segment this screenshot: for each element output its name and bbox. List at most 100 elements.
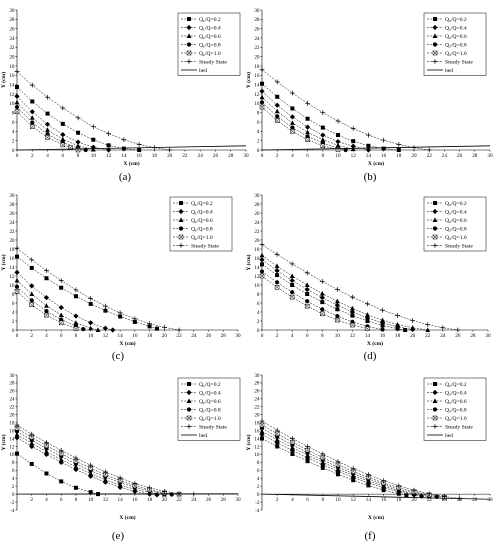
data-point <box>349 309 355 315</box>
data-point <box>30 99 35 104</box>
y-tick-label: 10 <box>254 101 260 107</box>
x-tick-label: 22 <box>425 333 431 339</box>
x-tick-label: 30 <box>487 153 493 159</box>
data-point <box>419 493 425 499</box>
data-point <box>274 102 280 108</box>
data-point <box>380 327 385 332</box>
data-point <box>304 303 310 309</box>
data-point <box>103 469 108 475</box>
data-point <box>334 302 340 308</box>
legend-marker <box>187 382 191 386</box>
y-tick-label: -2 <box>10 500 15 506</box>
legend-label: Q₀/Q=0.4 <box>445 390 467 396</box>
y-tick-label: 30 <box>254 8 260 14</box>
data-point <box>117 310 123 316</box>
y-tick-label: 26 <box>254 211 260 217</box>
legend-marker <box>432 208 438 215</box>
data-point <box>290 290 295 295</box>
x-tick-label: 8 <box>75 497 78 503</box>
y-tick-label: 24 <box>9 220 15 226</box>
series-line <box>261 91 369 151</box>
legend-marker <box>187 17 191 21</box>
series-diamond <box>14 269 116 333</box>
data-point <box>381 478 386 484</box>
x-tick-label: 4 <box>291 333 294 339</box>
data-point <box>45 135 50 140</box>
data-point <box>30 120 35 125</box>
x-tick-label: 10 <box>88 497 94 503</box>
series-line <box>261 420 460 499</box>
y-tick-label: 6 <box>12 468 15 474</box>
data-point <box>289 277 295 284</box>
y-tick-label: 6 <box>257 468 260 474</box>
data-point <box>121 137 127 143</box>
data-point <box>73 313 79 319</box>
data-point <box>88 470 94 476</box>
data-point <box>88 462 94 468</box>
x-tick-label: 16 <box>137 153 143 159</box>
data-point <box>410 318 416 323</box>
legend: Q₀/Q=0.2 Q₀/Q=0.4 Q₀/Q=0.6 Q₀/Q=0.8 Q₀/Q=1.0… <box>177 12 241 76</box>
x-tick-label: 30 <box>235 497 241 503</box>
x-tick-label: 12 <box>103 497 109 503</box>
series-plus <box>14 245 182 333</box>
data-point <box>103 303 108 309</box>
y-tick-label: 6 <box>257 301 260 307</box>
data-point <box>403 328 408 332</box>
data-point <box>14 69 20 74</box>
data-point <box>14 245 20 251</box>
data-point <box>59 285 64 290</box>
data-point <box>259 273 265 279</box>
y-tick-label: 16 <box>9 73 15 79</box>
data-point <box>58 459 64 465</box>
legend-marker <box>432 59 438 64</box>
x-tick-label: 16 <box>381 153 387 159</box>
data-point <box>336 472 340 477</box>
x-tick-label: 28 <box>221 497 227 503</box>
data-point <box>289 447 295 454</box>
y-tick-label: 4 <box>257 129 260 135</box>
series-line <box>16 256 158 329</box>
data-point <box>274 108 280 114</box>
y-axis-title: Y (cm) <box>245 72 252 88</box>
y-tick-label: 24 <box>9 397 15 403</box>
data-point <box>396 142 402 147</box>
data-point <box>320 311 325 317</box>
series-line <box>16 437 157 496</box>
legend-frame <box>169 196 233 252</box>
data-point <box>380 307 385 313</box>
x-tick-label: 26 <box>206 497 212 503</box>
data-point <box>305 124 311 130</box>
y-tick-label: 4 <box>12 310 15 316</box>
data-point <box>259 422 265 428</box>
data-point <box>91 137 96 142</box>
data-point <box>289 261 295 267</box>
data-point <box>320 465 325 470</box>
data-point <box>350 313 355 318</box>
x-tick-label: 10 <box>335 333 341 339</box>
data-point <box>426 147 432 153</box>
y-tick-label: 22 <box>254 405 260 411</box>
data-point <box>103 477 108 482</box>
data-point <box>274 440 280 446</box>
x-tick-label: 12 <box>351 497 357 503</box>
x-axis-title: X (cm) <box>368 514 384 521</box>
data-point <box>260 81 264 86</box>
data-point <box>73 485 78 490</box>
data-point <box>147 321 152 327</box>
y-tick-label: 28 <box>254 381 260 387</box>
data-point <box>176 327 182 333</box>
x-tick-label: 4 <box>291 153 294 159</box>
data-point <box>396 148 401 152</box>
legend-label: Q₀/Q=1.0 <box>199 416 221 422</box>
y-tick-label: 8 <box>12 460 15 466</box>
data-point <box>58 456 64 462</box>
x-tick-label: 16 <box>380 333 386 339</box>
data-point <box>60 121 65 126</box>
x-axis-title: X (cm) <box>119 340 135 347</box>
y-tick-label: 20 <box>9 413 15 419</box>
data-point <box>88 301 93 306</box>
data-point <box>320 125 325 130</box>
data-point <box>335 317 340 323</box>
y-tick-label: 8 <box>257 110 260 116</box>
